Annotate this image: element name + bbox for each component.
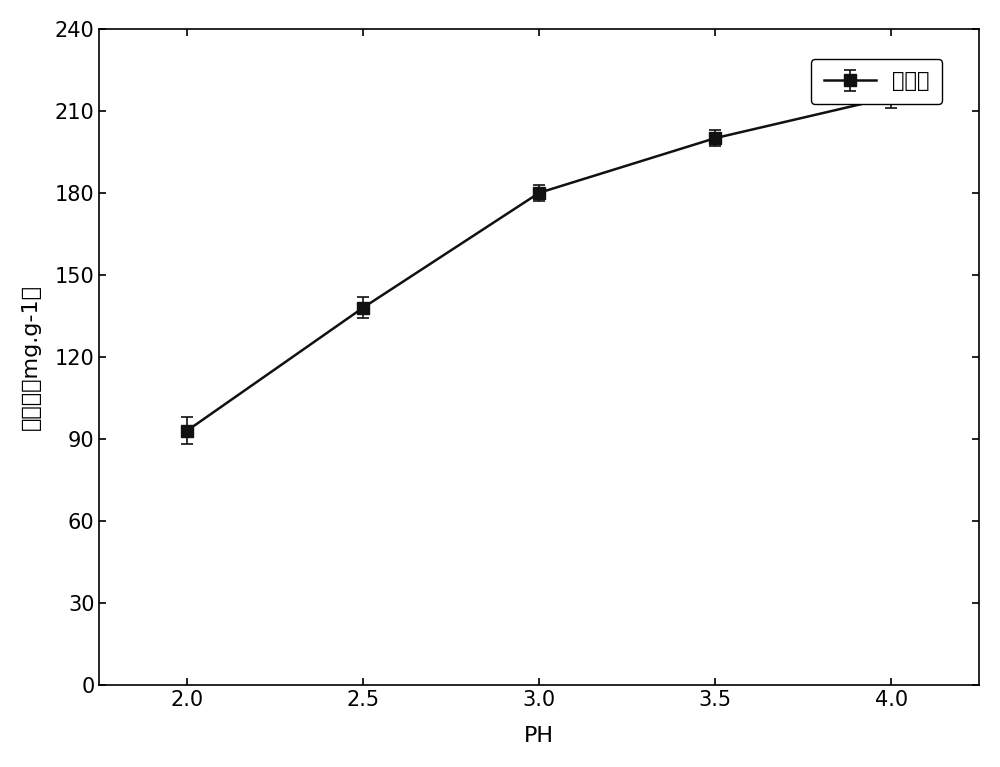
Y-axis label: 吸附量（mg.g-1）: 吸附量（mg.g-1） — [21, 284, 41, 430]
Legend: 吸附量: 吸附量 — [811, 59, 942, 104]
X-axis label: PH: PH — [524, 726, 554, 746]
